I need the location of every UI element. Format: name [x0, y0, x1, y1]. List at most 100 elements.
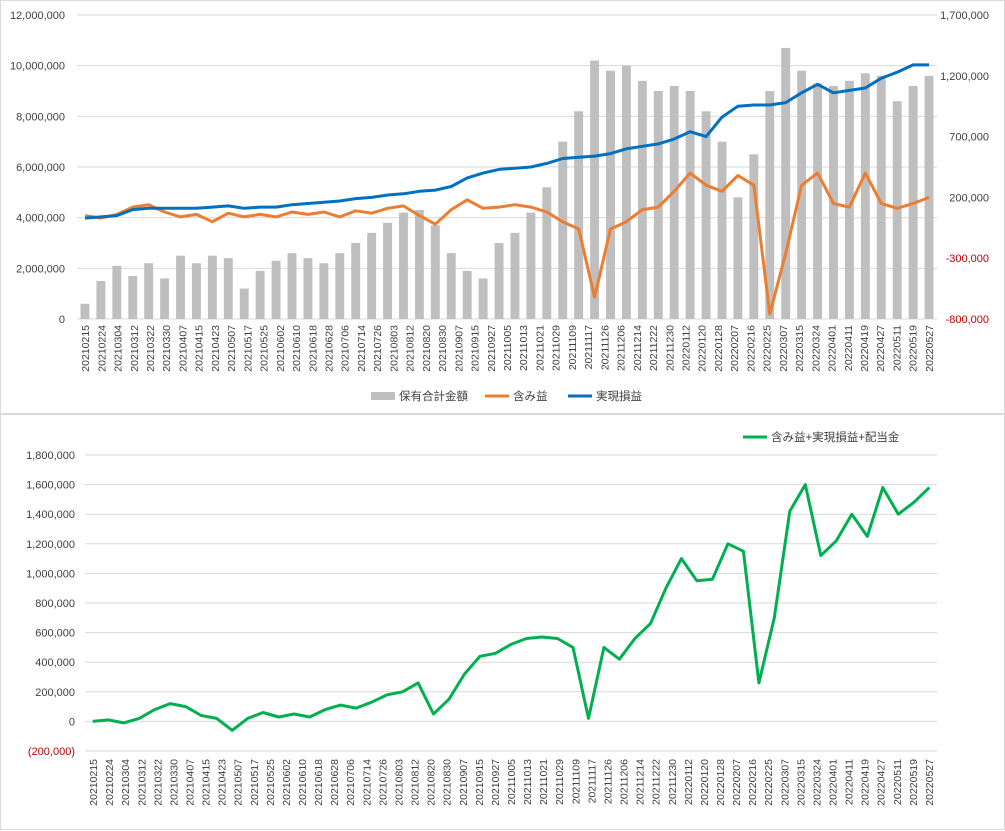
holdings-bar: [590, 60, 600, 319]
y-tick-label: 1,000,000: [26, 568, 75, 580]
x-tick-label: 20220112: [680, 325, 692, 371]
x-tick-label: 20220307: [778, 325, 790, 372]
x-tick-label: 20220112: [683, 759, 695, 805]
x-tick-label: 20210927: [490, 759, 502, 806]
y-tick-label: 200,000: [35, 687, 75, 699]
holdings-bar: [128, 275, 138, 319]
x-tick-label: 20211013: [522, 759, 534, 805]
x-tick-label: 20210812: [405, 325, 417, 372]
x-tick-label: 20220120: [699, 759, 711, 806]
right-tick-label: 1,200,000: [940, 71, 989, 83]
x-tick-label: 20211117: [586, 759, 598, 804]
x-tick-label: 20211109: [570, 759, 582, 804]
holdings-bar: [717, 141, 727, 319]
x-tick-label: 20210830: [437, 325, 449, 372]
x-tick-label: 20210812: [410, 759, 422, 806]
holdings-bar: [80, 303, 90, 319]
holdings-bar: [462, 270, 472, 319]
x-tick-label: 20210927: [486, 325, 498, 372]
x-tick-label: 20220324: [810, 325, 822, 372]
x-tick-label: 20210830: [442, 759, 454, 806]
legend-label: 実現損益: [596, 389, 642, 403]
y-tick-label: 800,000: [35, 598, 75, 610]
x-tick-label: 20210525: [265, 759, 277, 806]
x-tick-label: 20220216: [745, 325, 757, 372]
bottom-y-axis-ticks: (200,000) 0 200,000 400,000 600,000 800,000 1,…: [26, 450, 75, 758]
x-tick-label: 20220419: [860, 759, 872, 806]
left-tick-label: 10,000,000: [10, 61, 65, 73]
x-tick-label: 20210820: [421, 325, 433, 372]
x-tick-label: 20211214: [632, 325, 644, 371]
x-tick-label: 20210726: [372, 325, 384, 372]
x-tick-label: 20210610: [291, 325, 303, 372]
bottom-chart-panel: (200,000) 0 200,000 400,000 600,000 800,000 1,…: [0, 414, 1005, 830]
left-tick-label: 0: [59, 314, 65, 326]
right-tick-label: -300,000: [946, 253, 989, 265]
x-tick-label: 20210915: [474, 759, 486, 806]
x-tick-label: 20210330: [168, 759, 180, 806]
x-tick-label: 20210507: [226, 325, 238, 372]
holdings-bar: [494, 243, 504, 319]
x-tick-label: 20210304: [113, 325, 125, 372]
x-tick-label: 20220315: [794, 325, 806, 372]
x-tick-label: 20211222: [648, 325, 660, 371]
y-tick-label: (200,000): [28, 746, 75, 758]
top-gridlines: [77, 14, 937, 320]
x-tick-label: 20210423: [217, 759, 229, 806]
top-chart-panel: 0 2,000,000 4,000,000 6,000,000 8,000,000 10,…: [0, 0, 1005, 414]
holdings-bar: [765, 91, 775, 319]
x-tick-label: 20220216: [747, 759, 759, 806]
x-tick-label: 20220527: [924, 759, 936, 806]
x-tick-label: 20210714: [356, 325, 368, 372]
x-tick-label: 20210907: [453, 325, 465, 372]
x-tick-label: 20210215: [80, 325, 92, 372]
x-tick-label: 20211021: [538, 759, 550, 805]
x-tick-label: 20210803: [393, 759, 405, 806]
unrealized-gain-line: [84, 171, 930, 316]
x-tick-label: 20210407: [177, 325, 189, 372]
bottom-lines: [92, 483, 931, 732]
holdings-bar: [351, 243, 361, 319]
holdings-bar: [383, 222, 393, 319]
x-tick-label: 20210714: [361, 759, 373, 806]
y-tick-label: 1,400,000: [26, 509, 75, 521]
left-tick-label: 12,000,000: [10, 10, 65, 22]
y-tick-label: 0: [69, 716, 75, 728]
x-tick-label: 20220307: [779, 759, 791, 806]
realized-pl-line: [84, 63, 929, 220]
x-tick-label: 20220315: [795, 759, 807, 806]
holdings-bar: [160, 278, 170, 319]
holdings-bar: [669, 85, 679, 319]
x-tick-label: 20210618: [307, 325, 319, 372]
holdings-bar: [637, 80, 647, 319]
y-tick-label: 1,800,000: [26, 450, 75, 462]
x-tick-label: 20220519: [908, 759, 920, 806]
x-tick-label: 20211029: [551, 325, 563, 371]
holdings-bar: [207, 255, 217, 319]
x-tick-label: 20220128: [715, 759, 727, 806]
x-tick-label: 20210525: [259, 325, 271, 372]
x-tick-label: 20220225: [763, 759, 775, 806]
x-tick-label: 20210618: [313, 759, 325, 806]
x-tick-label: 20210224: [104, 759, 116, 806]
x-tick-label: 20220427: [875, 325, 887, 372]
x-tick-label: 20210322: [145, 325, 157, 372]
bottom-legend: 含み益+実現損益+配当金: [743, 430, 900, 444]
holdings-bar: [399, 212, 408, 319]
x-tick-label: 20210706: [340, 325, 352, 372]
left-tick-label: 4,000,000: [16, 213, 65, 225]
x-tick-label: 20210628: [324, 325, 336, 372]
x-tick-label: 20210820: [426, 759, 438, 806]
x-tick-label: 20211005: [506, 759, 518, 805]
legend-label: 保有合計金額: [399, 389, 468, 403]
y-tick-label: 400,000: [35, 657, 75, 669]
x-tick-label: 20210706: [345, 759, 357, 806]
holdings-bar: [701, 111, 711, 320]
holdings-bar: [876, 75, 886, 319]
x-tick-label: 20210507: [233, 759, 245, 806]
holdings-bar: [303, 258, 313, 319]
x-tick-label: 20210517: [249, 759, 261, 806]
x-tick-label: 20220401: [827, 325, 839, 372]
y-tick-label: 1,200,000: [26, 539, 75, 551]
y-tick-label: 1,600,000: [26, 480, 75, 492]
